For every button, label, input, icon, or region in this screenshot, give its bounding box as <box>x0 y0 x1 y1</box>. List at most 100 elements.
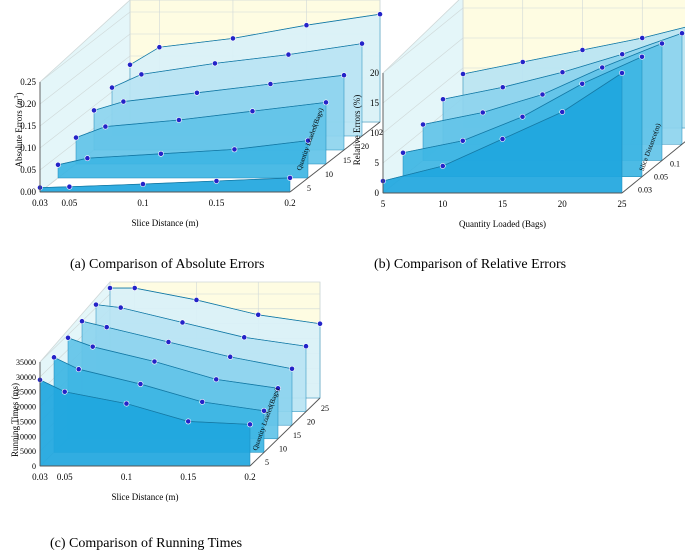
data-point <box>176 117 182 123</box>
data-point <box>212 60 218 67</box>
x-tick-label: 0.1 <box>137 198 148 208</box>
data-point <box>275 385 281 392</box>
data-point <box>285 51 292 58</box>
z-tick-label: 20 <box>307 417 315 426</box>
y-tick-label: 0.05 <box>20 165 36 175</box>
x-tick-label: 0.1 <box>121 472 132 482</box>
x-tick-label: 20 <box>558 199 568 209</box>
y-tick-label: 0 <box>32 462 36 471</box>
data-point <box>305 137 311 144</box>
x-axis-label: Slice Distance (m) <box>112 492 179 502</box>
data-point <box>400 149 406 156</box>
data-point <box>193 297 200 303</box>
caption-b: (b) Comparison of Relative Errors <box>374 257 567 272</box>
data-point <box>359 40 365 47</box>
y-axis-label: Running Times (ms) <box>10 383 20 457</box>
data-point <box>303 343 309 350</box>
y-tick-label: 5000 <box>20 447 36 456</box>
data-point <box>227 353 234 360</box>
data-point <box>140 181 146 187</box>
x-tick-label: 0.05 <box>62 198 78 208</box>
y-axis-label-sup: 3 <box>14 96 20 99</box>
z-tick-label: 0.05 <box>654 173 668 182</box>
data-point <box>539 91 546 98</box>
data-point <box>639 53 645 60</box>
data-point <box>158 150 164 157</box>
y-tick-label: 20 <box>370 68 380 78</box>
data-point <box>127 61 133 68</box>
grid-line <box>382 7 464 74</box>
y-tick-label: 0.15 <box>20 121 36 131</box>
data-point <box>241 334 248 341</box>
data-point <box>460 71 466 77</box>
x-axis-label: Quantity Loaded (Bags) <box>459 219 546 229</box>
data-point <box>579 47 586 53</box>
data-point <box>120 98 127 105</box>
y-axis-label-close: ) <box>14 93 24 96</box>
grid-line <box>382 37 464 104</box>
grid-line <box>39 11 131 83</box>
z-tick-label: 0.1 <box>670 160 680 169</box>
z-axis-line <box>621 141 685 194</box>
data-point <box>619 70 625 76</box>
z-tick-label: 10 <box>279 445 287 454</box>
y-tick-label: 10 <box>370 128 380 138</box>
grid-line <box>382 67 464 134</box>
data-point <box>519 113 526 120</box>
data-point <box>287 175 293 181</box>
x-tick-label: 25 <box>618 199 628 209</box>
data-point <box>185 418 192 425</box>
data-point <box>165 339 172 345</box>
data-point <box>213 376 220 383</box>
y-axis-label-main: Running Times (ms) <box>10 383 20 457</box>
z-tick-label: 15 <box>293 431 301 440</box>
data-point <box>440 96 446 103</box>
data-point <box>138 71 145 78</box>
data-point <box>65 334 71 341</box>
data-point <box>247 421 253 428</box>
y-tick-label: 25000 <box>16 388 36 397</box>
grid-line <box>39 55 131 127</box>
y-tick-label: 15 <box>370 98 380 108</box>
z-tick-label: 0.03 <box>638 186 652 195</box>
y-tick-label: 20000 <box>16 403 36 412</box>
data-point <box>249 108 256 115</box>
y-tick-label: 35000 <box>16 358 36 367</box>
y-axis-label: Relative Errors (%) <box>352 95 362 165</box>
z-tick-label: 10 <box>325 170 333 179</box>
data-point <box>619 51 626 58</box>
data-point <box>377 11 383 18</box>
data-point <box>107 285 113 291</box>
data-point <box>93 301 99 308</box>
data-point <box>267 81 274 87</box>
data-point <box>317 320 323 327</box>
z-axis-line <box>249 397 321 467</box>
data-point <box>179 319 186 326</box>
z-tick-label: 5 <box>265 458 269 467</box>
data-point <box>61 388 68 395</box>
y-axis-label-main: Relative Errors (%) <box>352 95 362 165</box>
data-point <box>519 59 526 65</box>
data-point <box>459 137 466 144</box>
data-point <box>73 134 79 141</box>
z-tick-label: 5 <box>307 184 311 193</box>
x-tick-label: 10 <box>438 199 448 209</box>
data-point <box>659 40 665 47</box>
data-point <box>439 163 446 169</box>
data-point <box>231 146 238 153</box>
data-point <box>479 109 486 116</box>
y-tick-label: 0.10 <box>20 143 36 153</box>
data-point <box>75 366 82 373</box>
data-point <box>89 343 96 350</box>
data-point <box>499 84 506 91</box>
caption-a: (a) Comparison of Absolute Errors <box>70 257 265 272</box>
data-point <box>123 400 130 407</box>
y-tick-label: 0.20 <box>20 99 36 109</box>
data-point <box>230 35 236 42</box>
data-point <box>156 44 163 51</box>
x-tick-label: 15 <box>498 199 508 209</box>
z-tick-label: 25 <box>321 404 329 413</box>
data-point <box>639 35 646 41</box>
